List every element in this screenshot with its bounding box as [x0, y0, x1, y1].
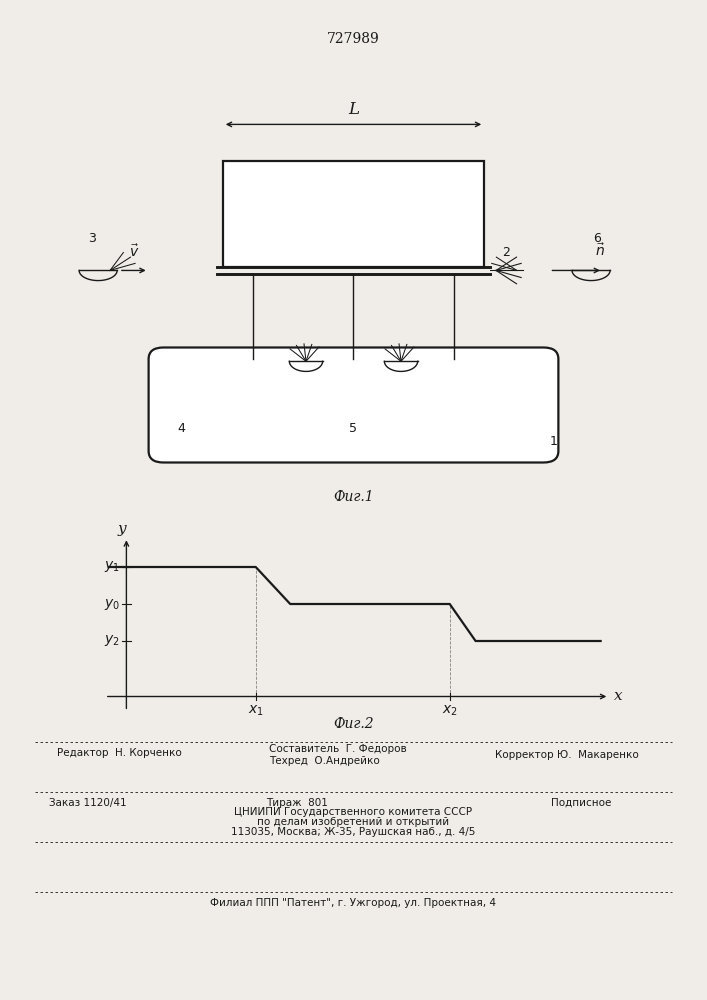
Text: Фиг.2: Фиг.2: [333, 717, 374, 731]
Text: y: y: [118, 522, 127, 536]
Text: Подписное: Подписное: [551, 798, 612, 808]
Text: 3: 3: [88, 232, 96, 245]
Text: $\mathit{x}_2$: $\mathit{x}_2$: [442, 704, 457, 718]
Text: Тираж  801: Тираж 801: [266, 798, 328, 808]
Text: $\mathit{y}_2$: $\mathit{y}_2$: [104, 634, 120, 648]
Text: 113035, Москва; Ж-35, Раушская наб., д. 4/5: 113035, Москва; Ж-35, Раушская наб., д. …: [231, 827, 476, 837]
Text: L: L: [348, 101, 359, 117]
Text: 6: 6: [593, 232, 601, 245]
Text: 2: 2: [502, 246, 510, 259]
Text: по делам изобретений и открытий: по делам изобретений и открытий: [257, 817, 450, 827]
Text: 5: 5: [349, 422, 358, 434]
Text: $\vec{v}$: $\vec{v}$: [129, 244, 139, 260]
Text: $\vec{n}$: $\vec{n}$: [595, 242, 605, 259]
Text: $\mathit{y}_1$: $\mathit{y}_1$: [104, 560, 120, 574]
Text: x: x: [614, 690, 622, 704]
Text: $\mathit{y}_0$: $\mathit{y}_0$: [104, 596, 120, 611]
Text: $\mathit{x}_1$: $\mathit{x}_1$: [248, 704, 264, 718]
Text: 727989: 727989: [327, 32, 380, 46]
Text: 4: 4: [177, 422, 185, 434]
Text: Составитель  Г. Федоров: Составитель Г. Федоров: [269, 744, 407, 754]
Text: Корректор Ю.  Макаренко: Корректор Ю. Макаренко: [495, 750, 638, 760]
Text: Техред  О.Андрейко: Техред О.Андрейко: [269, 756, 380, 766]
FancyBboxPatch shape: [148, 348, 559, 462]
Bar: [223, 161, 484, 267]
Text: 1: 1: [549, 435, 557, 448]
Text: Фиг.1: Фиг.1: [333, 490, 374, 504]
Text: Филиал ППП "Патент", г. Ужгород, ул. Проектная, 4: Филиал ППП "Патент", г. Ужгород, ул. Про…: [211, 898, 496, 908]
Text: Заказ 1120/41: Заказ 1120/41: [49, 798, 127, 808]
Text: ЦНИИПИ Государственного комитета СССР: ЦНИИПИ Государственного комитета СССР: [235, 807, 472, 817]
Text: Редактор  Н. Корченко: Редактор Н. Корченко: [57, 748, 181, 758]
